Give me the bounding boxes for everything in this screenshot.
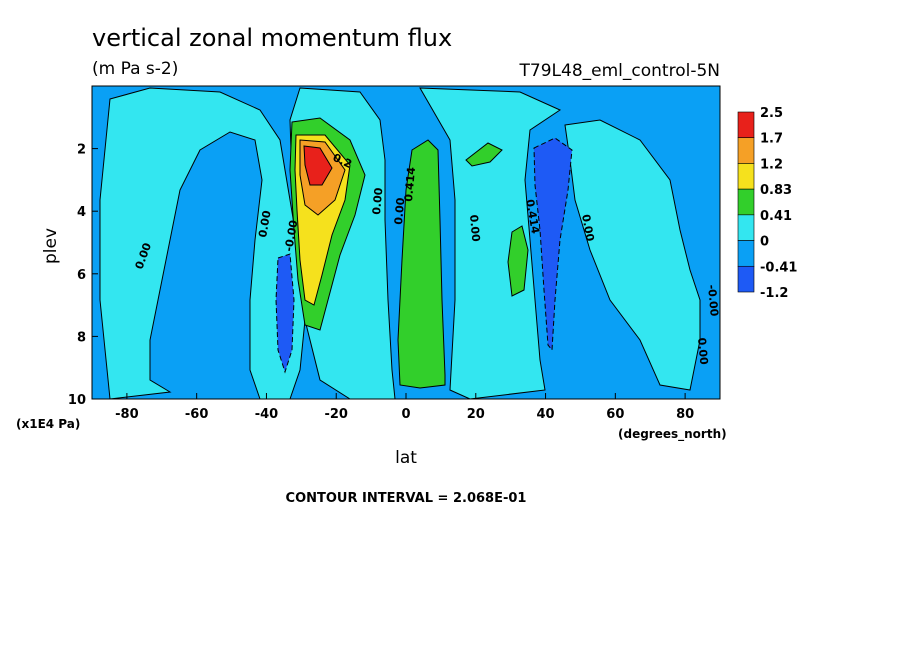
x-tick-label: 80 <box>676 407 694 422</box>
contour-label: 0.00 <box>392 197 407 226</box>
y-tick-label: 10 <box>68 393 86 408</box>
x-tick-label: -60 <box>185 407 209 422</box>
y-axis: 2 4 6 8 10 <box>68 143 98 408</box>
chart-title: vertical zonal momentum flux <box>92 24 452 52</box>
x-axis: -80 -60 -40 -20 0 20 40 60 80 <box>115 393 694 422</box>
y-tick-label: 4 <box>77 205 86 220</box>
colorbar-label: -0.41 <box>760 260 797 275</box>
contour-fill-cyan <box>99 87 306 399</box>
contour-fill-darkblue-south <box>275 253 295 374</box>
colorbar-swatch <box>737 163 755 190</box>
contour-label: -0.00 <box>282 219 300 253</box>
y-tick-label: 6 <box>77 268 86 283</box>
run-label: T79L48_eml_control-5N <box>519 61 720 81</box>
contour-label: 0.00 <box>579 213 597 242</box>
y-axis-units: (x1E4 Pa) <box>16 417 80 431</box>
contour-label: 0.414 <box>402 166 418 202</box>
colorbar-swatch <box>737 137 755 164</box>
colorbar-swatch <box>737 240 755 267</box>
x-tick-label: -40 <box>255 407 279 422</box>
colorbar-label: -1.2 <box>760 286 788 301</box>
chart-units: (m Pa s-2) <box>92 59 178 79</box>
x-tick-label: 60 <box>606 407 624 422</box>
contour-fill-green-equator <box>397 139 446 389</box>
contour-label: -0.00 <box>705 284 721 317</box>
x-tick-label: -20 <box>324 407 348 422</box>
contour-labels: 0.00 0.00 -0.00 0.00 0.00 0.414 0.00 0.4… <box>133 151 721 366</box>
colorbar-label: 2.5 <box>760 106 783 121</box>
contour-fill-darkblue-north <box>533 137 573 352</box>
y-axis-label: plev <box>41 228 61 264</box>
contour-interval-note: CONTOUR INTERVAL = 2.068E-01 <box>286 491 527 506</box>
contour-fill-green-north-2 <box>507 225 529 297</box>
colorbar-label: 1.2 <box>760 157 783 172</box>
colorbar-label: 0.83 <box>760 183 792 198</box>
colorbar-swatch <box>737 265 755 293</box>
contour-label: 0.414 <box>523 198 542 235</box>
contour-fill-red-south <box>303 145 333 186</box>
contour-fill-green-north-1 <box>465 142 503 167</box>
x-axis-units: (degrees_north) <box>618 427 727 442</box>
colorbar: 2.5 1.7 1.2 0.83 0.41 0 -0.41 -1.2 <box>737 106 797 301</box>
y-tick-label: 8 <box>77 330 86 345</box>
x-tick-label: 0 <box>401 407 410 422</box>
contour-plot <box>92 86 720 399</box>
contour-label: 0.00 <box>370 187 385 216</box>
contour-label: 0.00 <box>256 209 274 238</box>
colorbar-swatch <box>737 111 755 139</box>
x-tick-label: -80 <box>115 407 139 422</box>
contour-label: 0.00 <box>695 337 710 366</box>
colorbar-swatch <box>737 188 755 216</box>
contour-fill-cyan-4 <box>564 119 701 391</box>
y-tick-label: 2 <box>77 143 86 158</box>
colorbar-label: 0.41 <box>760 209 792 224</box>
x-tick-label: 20 <box>467 407 485 422</box>
colorbar-swatch <box>737 214 755 241</box>
contour-label: 0.00 <box>467 214 482 243</box>
contour-fill-cyan-3 <box>419 87 562 399</box>
colorbar-label: 0 <box>760 235 769 250</box>
x-axis-label: lat <box>395 448 417 468</box>
x-tick-label: 40 <box>537 407 555 422</box>
colorbar-label: 1.7 <box>760 132 783 147</box>
